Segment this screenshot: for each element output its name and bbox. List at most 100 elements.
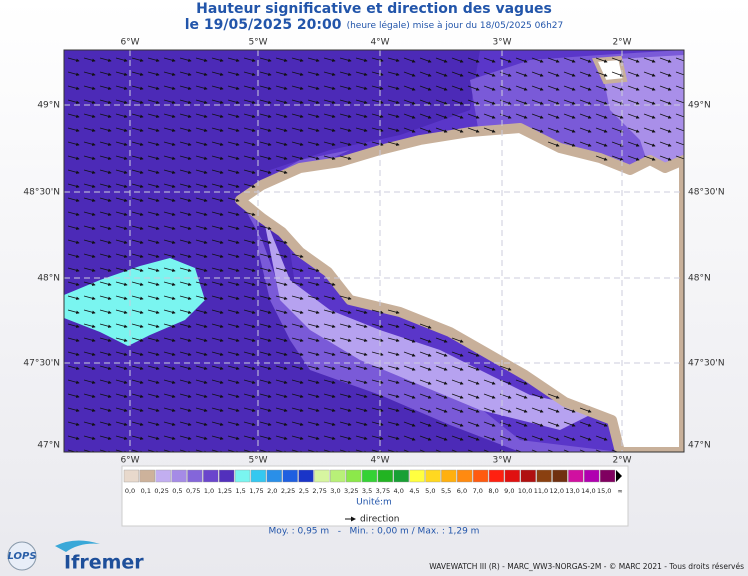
arrow [131, 183, 144, 188]
arrow [451, 351, 464, 357]
arrow [323, 351, 336, 356]
arrow [515, 393, 528, 399]
arrow [563, 435, 576, 441]
arrow [163, 155, 176, 160]
arrow [211, 337, 224, 342]
arrow [131, 295, 144, 300]
arrow [355, 379, 368, 384]
arrow [99, 267, 112, 272]
arrow [243, 393, 256, 398]
arrow [611, 113, 624, 119]
arrow [195, 365, 208, 370]
arrow [275, 295, 288, 300]
arrow [67, 435, 80, 440]
legend-label: 10,0 [518, 487, 532, 495]
arrow [115, 295, 128, 300]
arrow [435, 99, 448, 105]
arrow [195, 421, 208, 426]
arrow [67, 211, 80, 216]
update: (heure légale) mise à jour du 18/05/2025… [347, 20, 564, 31]
arrow [195, 253, 208, 258]
arrow [323, 407, 336, 412]
legend-swatch [123, 469, 140, 483]
arrow [403, 449, 416, 452]
arrow [403, 85, 416, 91]
arrow [179, 85, 192, 90]
arrow [307, 155, 320, 160]
arrow [163, 337, 176, 342]
arrow [627, 99, 640, 105]
arrow [307, 365, 320, 370]
arrow [99, 407, 112, 412]
arrow [595, 421, 608, 427]
arrow [195, 239, 208, 244]
arrow [163, 85, 176, 90]
arrow [547, 85, 560, 91]
arrow [67, 169, 80, 174]
arrow [291, 379, 304, 384]
arrow [499, 365, 512, 371]
lat-label: 47°N [37, 441, 60, 451]
arrow [355, 351, 368, 356]
arrow [371, 99, 384, 104]
arrow [259, 365, 272, 370]
arrow [467, 421, 480, 427]
arrow [323, 113, 336, 118]
arrow [115, 197, 128, 202]
legend-swatch [393, 469, 409, 483]
arrow [83, 57, 96, 62]
arrow [67, 99, 80, 104]
arrow [451, 435, 464, 441]
legend-swatch [488, 469, 505, 483]
arrow [131, 99, 144, 104]
arrow [67, 337, 80, 342]
arrow [243, 323, 256, 328]
arrow [291, 281, 304, 286]
arrow [275, 337, 288, 342]
arrow [179, 295, 192, 300]
arrow [259, 309, 272, 314]
arrow [259, 351, 272, 356]
arrow [163, 309, 176, 314]
arrow [595, 155, 608, 161]
legend-label: 4,0 [394, 487, 404, 495]
legend-arrow [616, 470, 622, 482]
arrow [243, 155, 256, 160]
legend-label: 5,5 [441, 487, 451, 495]
arrow [275, 393, 288, 398]
arrow [115, 71, 128, 76]
arrow [483, 435, 496, 441]
arrow [243, 99, 256, 104]
arrow [355, 435, 368, 440]
arrow [83, 253, 96, 258]
arrow [675, 99, 684, 105]
lon-label: 6°W [120, 38, 139, 48]
arrow [227, 85, 240, 90]
arrow [515, 449, 528, 452]
arrow [83, 351, 96, 356]
arrow [83, 197, 96, 202]
arrow [179, 239, 192, 244]
subtitle: le 19/05/2025 20:00 (heure légale) mise … [185, 15, 564, 34]
arrow [115, 351, 128, 356]
arrow [99, 295, 112, 300]
legend-swatch [139, 469, 155, 483]
arrow [547, 99, 560, 105]
arrow [163, 211, 176, 216]
unit: Unité:m [356, 497, 392, 508]
arrow [307, 295, 320, 300]
arrow [227, 253, 240, 258]
arrow [419, 365, 432, 371]
arrow [275, 155, 288, 160]
arrow [307, 267, 320, 272]
arrow [323, 323, 336, 328]
arrow [67, 421, 80, 426]
arrow [243, 435, 256, 440]
arrow [307, 127, 320, 132]
arrow [211, 113, 224, 118]
arrow [387, 421, 400, 426]
arrow [243, 351, 256, 356]
arrow [115, 141, 128, 146]
arrow [627, 127, 640, 133]
